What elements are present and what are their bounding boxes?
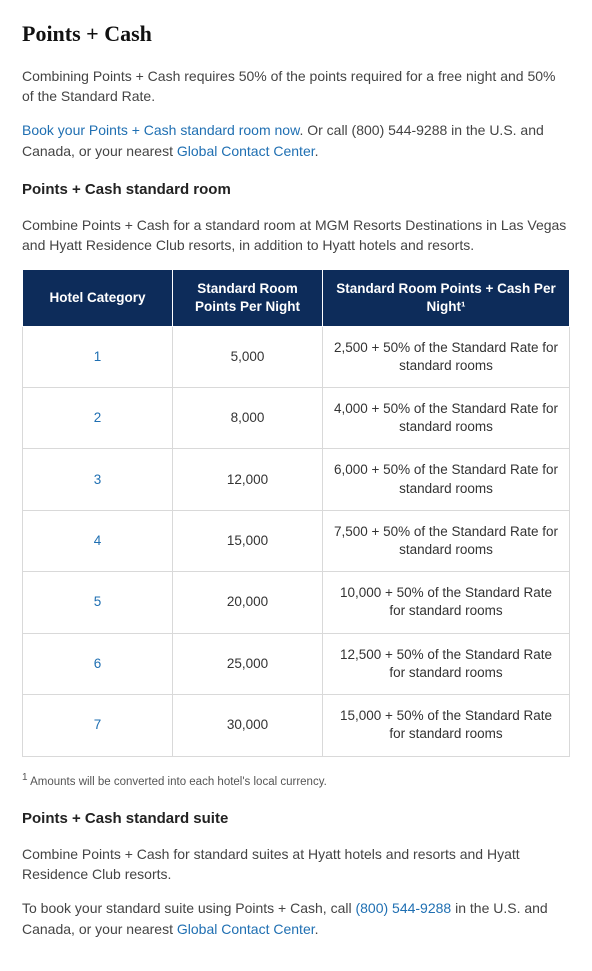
book-end-text: . (315, 143, 319, 159)
cell-points-per-night: 30,000 (173, 695, 323, 756)
th-hotel-category: Hotel Category (23, 270, 173, 326)
standard-suite-intro: Combine Points + Cash for standard suite… (22, 844, 570, 885)
cell-points-per-night: 20,000 (173, 572, 323, 633)
cell-points-cash-per-night: 10,000 + 50% of the Standard Rate for st… (323, 572, 570, 633)
th-points-per-night: Standard Room Points Per Night (173, 270, 323, 326)
book-paragraph: Book your Points + Cash standard room no… (22, 120, 570, 161)
cell-hotel-category: 6 (23, 633, 173, 694)
standard-suite-heading: Points + Cash standard suite (22, 808, 570, 830)
cell-points-per-night: 12,000 (173, 449, 323, 510)
standard-room-heading: Points + Cash standard room (22, 179, 570, 201)
intro-paragraph: Combining Points + Cash requires 50% of … (22, 66, 570, 107)
global-contact-center-link-2[interactable]: Global Contact Center (177, 921, 315, 937)
book-room-link[interactable]: Book your Points + Cash standard room no… (22, 122, 299, 138)
cell-points-per-night: 15,000 (173, 510, 323, 571)
cell-points-per-night: 25,000 (173, 633, 323, 694)
suite-book-paragraph: To book your standard suite using Points… (22, 898, 570, 939)
footnote-marker: 1 (22, 772, 28, 783)
cell-points-cash-per-night: 7,500 + 50% of the Standard Rate for sta… (323, 510, 570, 571)
table-row: 625,00012,500 + 50% of the Standard Rate… (23, 633, 570, 694)
table-row: 730,00015,000 + 50% of the Standard Rate… (23, 695, 570, 756)
th-points-cash-per-night: Standard Room Points + Cash Per Night¹ (323, 270, 570, 326)
cell-points-per-night: 8,000 (173, 387, 323, 448)
cell-hotel-category: 4 (23, 510, 173, 571)
table-row: 415,0007,500 + 50% of the Standard Rate … (23, 510, 570, 571)
cell-points-cash-per-night: 2,500 + 50% of the Standard Rate for sta… (323, 326, 570, 387)
phone-link[interactable]: (800) 544-9288 (355, 900, 451, 916)
cell-hotel-category: 3 (23, 449, 173, 510)
cell-hotel-category: 2 (23, 387, 173, 448)
suite-before-text: To book your standard suite using Points… (22, 900, 355, 916)
global-contact-center-link[interactable]: Global Contact Center (177, 143, 315, 159)
cell-points-cash-per-night: 15,000 + 50% of the Standard Rate for st… (323, 695, 570, 756)
suite-end-text: . (315, 921, 319, 937)
cell-hotel-category: 5 (23, 572, 173, 633)
page-title: Points + Cash (22, 18, 570, 50)
cell-hotel-category: 7 (23, 695, 173, 756)
points-cash-table: Hotel Category Standard Room Points Per … (22, 269, 570, 756)
table-row: 28,0004,000 + 50% of the Standard Rate f… (23, 387, 570, 448)
cell-points-cash-per-night: 4,000 + 50% of the Standard Rate for sta… (323, 387, 570, 448)
table-row: 312,0006,000 + 50% of the Standard Rate … (23, 449, 570, 510)
cell-points-cash-per-night: 12,500 + 50% of the Standard Rate for st… (323, 633, 570, 694)
footnote-text: Amounts will be converted into each hote… (30, 775, 327, 787)
cell-points-per-night: 5,000 (173, 326, 323, 387)
cell-points-cash-per-night: 6,000 + 50% of the Standard Rate for sta… (323, 449, 570, 510)
table-header-row: Hotel Category Standard Room Points Per … (23, 270, 570, 326)
table-row: 15,0002,500 + 50% of the Standard Rate f… (23, 326, 570, 387)
footnote: 1 Amounts will be converted into each ho… (22, 771, 570, 791)
table-row: 520,00010,000 + 50% of the Standard Rate… (23, 572, 570, 633)
standard-room-intro: Combine Points + Cash for a standard roo… (22, 215, 570, 256)
cell-hotel-category: 1 (23, 326, 173, 387)
